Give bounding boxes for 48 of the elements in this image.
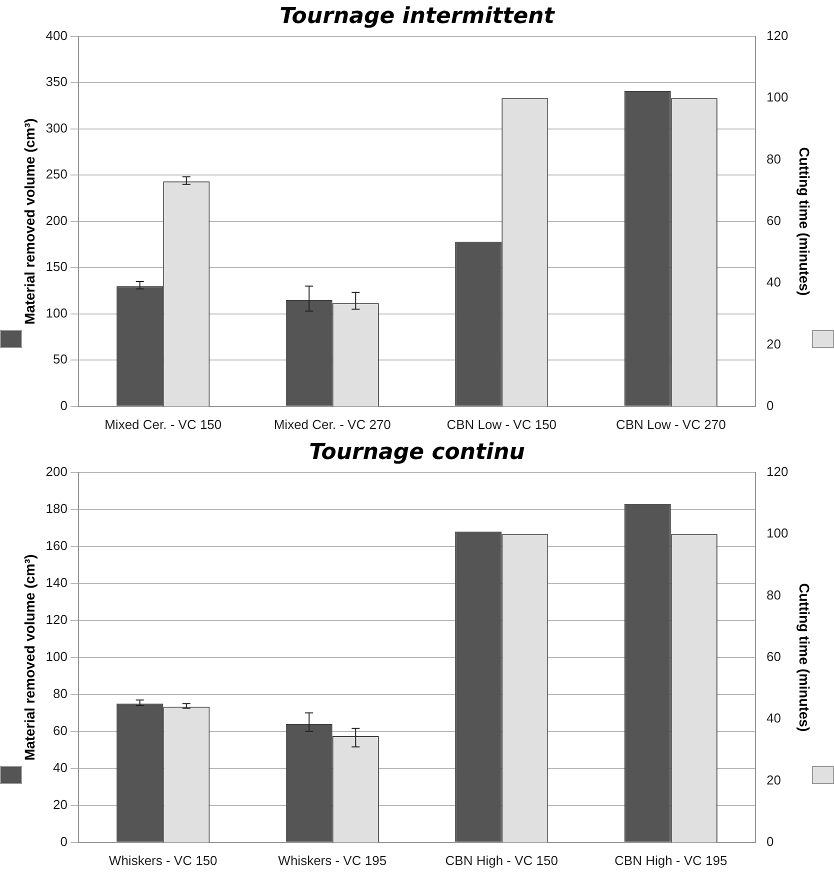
y2-tick-label: 60 [766,648,781,664]
y-tick-label: 80 [53,686,68,701]
y2-tick-label: 40 [766,274,781,290]
y-tick-label: 180 [46,500,68,516]
y2-tick-label: 120 [766,464,788,479]
y-tick-label: 100 [46,305,68,320]
x-tick-label: Mixed Cer. - VC 270 [274,416,391,432]
y-tick-label: 350 [46,74,68,90]
y-tick-label: 60 [53,722,68,738]
y2-tick-label: 100 [766,526,788,541]
y2-tick-label: 60 [766,212,781,228]
y2-tick-label: 40 [766,710,781,726]
y-axis-title: Material removed volume (cm³) [21,118,38,324]
y-tick-label: 250 [46,166,68,182]
y2-tick-label: 0 [766,398,774,413]
x-tick-label: CBN High - VC 150 [445,852,558,868]
x-tick-label: Mixed Cer. - VC 150 [104,416,222,432]
y2-axis-title: Cutting time (minutes) [796,583,813,732]
y-tick-label: 50 [53,352,68,367]
y-axis-title: Material removed volume (cm³) [21,554,38,760]
x-tick-label: Whiskers - VC 195 [278,852,387,868]
y2-tick-label: 120 [766,28,788,43]
y2-tick-label: 80 [766,151,781,166]
y2-axis-title: Cutting time (minutes) [796,147,813,296]
chart-title: Tournage continu [309,440,525,465]
y-tick-label: 200 [46,212,68,228]
y-tick-label: 200 [46,464,68,479]
y-tick-label: 0 [60,398,68,413]
x-tick-label: CBN Low - VC 150 [446,416,557,432]
y-tick-label: 0 [60,834,68,849]
chart-title: Tournage intermittent [280,4,556,29]
y2-tick-label: 0 [766,834,774,849]
y2-tick-label: 20 [766,772,781,788]
x-tick-label: CBN High - VC 195 [614,852,728,868]
x-tick-label: CBN Low - VC 270 [616,416,726,432]
y2-tick-label: 100 [766,90,788,105]
y-tick-label: 300 [46,120,68,136]
y-tick-label: 40 [53,760,68,775]
y-tick-label: 400 [46,28,68,43]
y2-tick-label: 80 [766,587,781,602]
y-tick-label: 160 [46,538,68,553]
x-tick-label: Whiskers - VC 150 [108,852,218,868]
y-tick-label: 150 [46,259,68,274]
y-tick-label: 120 [46,612,68,627]
y-tick-label: 140 [46,574,68,590]
y-tick-label: 100 [46,648,68,664]
y2-tick-label: 20 [766,336,781,352]
y-tick-label: 20 [53,796,68,812]
